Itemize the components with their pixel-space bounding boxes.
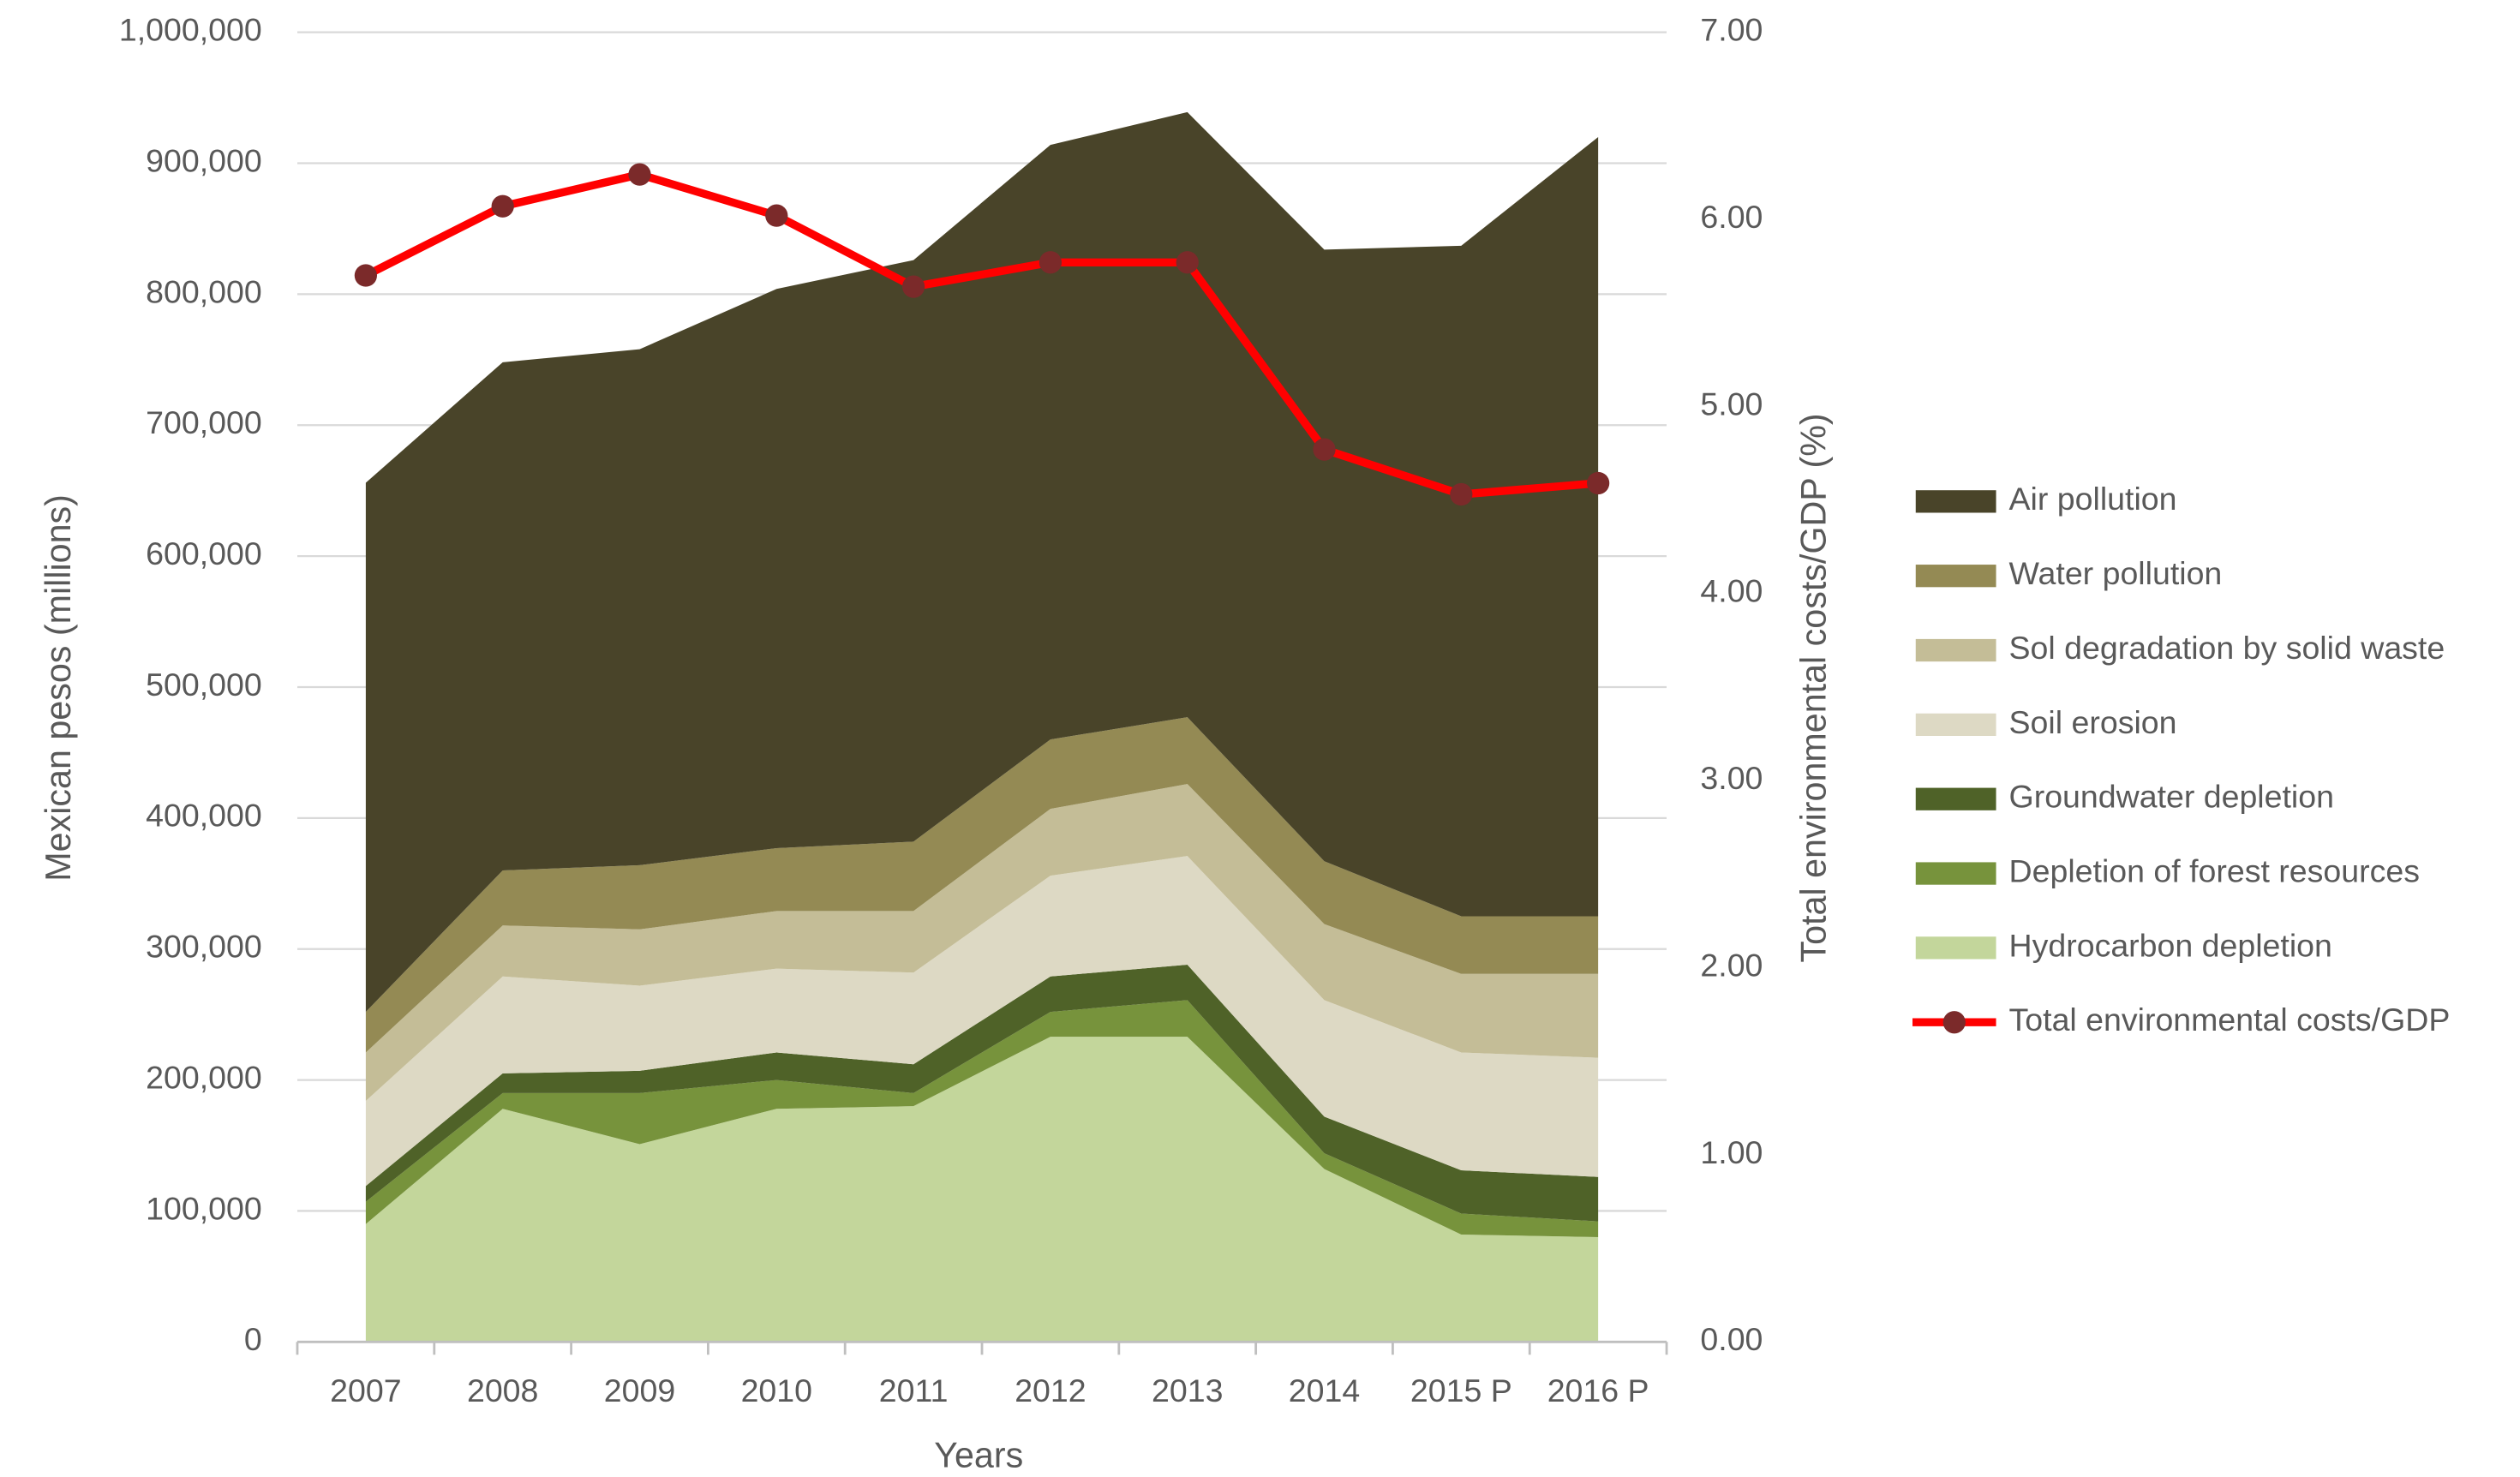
y-tick-label: 300,000	[146, 929, 262, 965]
legend-label: Air pollution	[2009, 481, 2177, 517]
legend-label: Soil erosion	[2009, 704, 2177, 740]
y-tick-label: 0	[244, 1321, 262, 1357]
y-tick-label: 600,000	[146, 535, 262, 571]
x-tick-label: 2008	[467, 1372, 538, 1408]
y-tick-label: 200,000	[146, 1059, 262, 1095]
y-tick-label: 400,000	[146, 798, 262, 834]
y-tick-label: 700,000	[146, 404, 262, 440]
legend-swatch	[1915, 936, 1996, 960]
legend-swatch	[1915, 713, 1996, 736]
line	[363, 170, 1599, 499]
legend-label: Hydrocarbon depletion	[2009, 927, 2332, 963]
line-marker	[1313, 438, 1336, 461]
line-marker	[1039, 251, 1062, 274]
y2-tick-label: 3.00	[1700, 760, 1763, 796]
legend-label: Depletion of forest resources	[2009, 852, 2420, 888]
area	[365, 1000, 1599, 1238]
x-axis-title: Years	[934, 1435, 1023, 1474]
legend-swatch	[1915, 490, 1996, 513]
x-tick-label: 2007	[330, 1372, 401, 1408]
legend-label: Sol degradation by solid waste	[2009, 630, 2445, 666]
legend-swatch	[1915, 638, 1996, 662]
y2-tick-label: 5.00	[1700, 386, 1763, 422]
legend-swatch	[1915, 565, 1996, 588]
line-marker	[1450, 482, 1473, 506]
area	[365, 111, 1599, 1013]
y-tick-label: 1,000,000	[119, 12, 262, 48]
x-tick-label: 2012	[1015, 1372, 1086, 1408]
y2-tick-label: 6.00	[1700, 199, 1763, 235]
legend-label: Groundwater depletion	[2009, 779, 2334, 815]
area	[365, 1037, 1599, 1342]
y-tick-label: 900,000	[146, 142, 262, 178]
legend-swatch	[1915, 862, 1996, 885]
y2-tick-label: 4.00	[1700, 573, 1763, 609]
line-marker	[491, 194, 514, 218]
y2-tick-label: 7.00	[1700, 12, 1763, 48]
legend-marker	[1942, 1011, 1966, 1034]
x-tick-label: 2014	[1289, 1372, 1360, 1408]
area	[365, 784, 1599, 1102]
line-marker	[1587, 471, 1610, 495]
y2-tick-label: 1.00	[1700, 1134, 1763, 1170]
x-tick-label: 2013	[1152, 1372, 1223, 1408]
area	[365, 856, 1599, 1187]
legend-label: Total environmental costs/GDP	[2009, 1002, 2451, 1037]
line-marker	[628, 163, 651, 186]
line-marker	[901, 275, 925, 298]
y-tick-label: 800,000	[146, 273, 262, 309]
legend-label: Water pollution	[2009, 555, 2223, 591]
line-marker	[354, 264, 378, 287]
y2-axis-title: Total environmental costs/GDP (%)	[1793, 413, 1833, 962]
y-tick-label: 500,000	[146, 667, 262, 703]
legend-swatch	[1915, 787, 1996, 810]
y-tick-label: 100,000	[146, 1190, 262, 1226]
area	[365, 717, 1599, 1053]
y2-tick-label: 0.00	[1700, 1321, 1763, 1357]
line-marker	[765, 204, 788, 227]
x-tick-label: 2016 P	[1547, 1372, 1649, 1408]
y2-tick-label: 2.00	[1700, 947, 1763, 983]
x-tick-label: 2011	[879, 1372, 949, 1408]
line-marker	[1176, 251, 1199, 274]
x-tick-label: 2015 P	[1410, 1372, 1512, 1408]
x-tick-label: 2010	[741, 1372, 812, 1408]
x-tick-label: 2009	[604, 1372, 675, 1408]
y-axis-title: Mexican pesos (millions)	[39, 494, 78, 882]
